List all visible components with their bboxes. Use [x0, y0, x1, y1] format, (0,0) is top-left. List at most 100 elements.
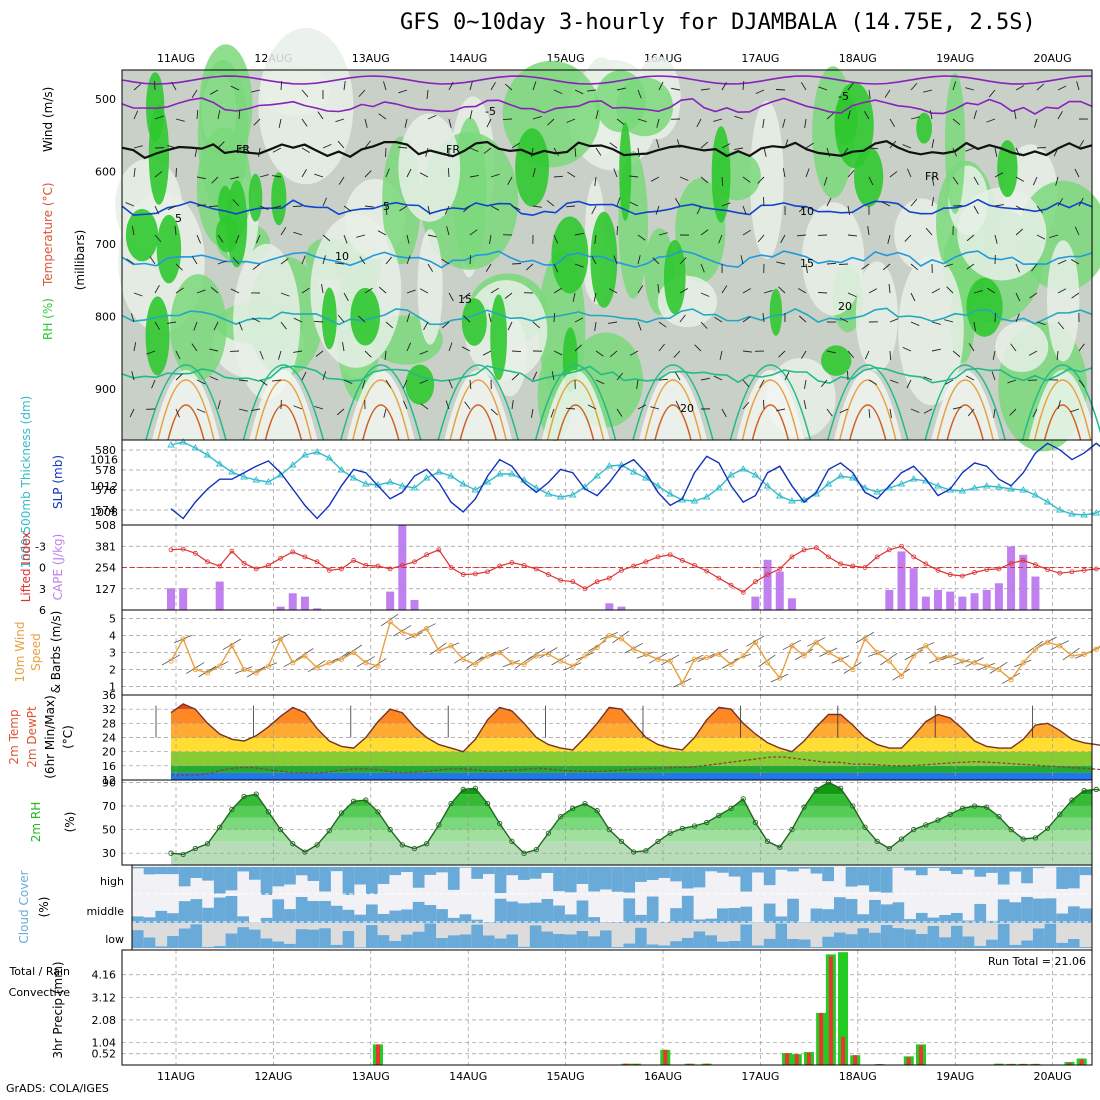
- wind-barb: [847, 205, 851, 215]
- wind-speed-line-point: [837, 656, 844, 662]
- cape-bar: [215, 581, 224, 610]
- date-label-bottom: 11AUG: [157, 1070, 195, 1083]
- wind-barb: [259, 174, 269, 178]
- wind-barb: [847, 350, 855, 359]
- wind-barb: [700, 229, 709, 236]
- cloud-cell: [178, 928, 191, 948]
- wind-barb: [209, 89, 219, 95]
- cloud-cell: [319, 900, 331, 923]
- lifted-index-point: [667, 552, 673, 558]
- isotherm-20: [340, 364, 422, 441]
- cloud-cell: [1044, 898, 1057, 923]
- wind-barb: [259, 350, 264, 360]
- cloud-cell: [412, 867, 425, 888]
- wind-barb: [973, 110, 977, 120]
- wind-barb: [292, 205, 303, 207]
- wind-barb: [700, 88, 710, 91]
- isotherm-line: [121, 365, 1093, 385]
- precip-legend-total: Total / Rain: [8, 965, 70, 978]
- isotherm-25: [546, 379, 605, 441]
- thickness-line-point: [593, 472, 601, 479]
- cloud-cell: [295, 929, 308, 948]
- precip-conv-bar: [841, 1036, 846, 1065]
- cloud-cell-low: [681, 923, 694, 938]
- 2m-rh-line-point: [277, 826, 284, 833]
- wind-barb: [616, 225, 619, 236]
- wind-barb: [700, 292, 710, 297]
- cloud-cell: [810, 946, 823, 948]
- cloud-cell-low: [518, 923, 530, 947]
- cloud-cell: [225, 933, 238, 948]
- cape-bar: [970, 593, 979, 610]
- wind-barb: [383, 81, 387, 91]
- wind-barb: [923, 376, 933, 381]
- lifted-index-point: [850, 563, 856, 569]
- cloud-cell: [670, 908, 682, 923]
- wind-barb: [314, 173, 324, 178]
- wind-barb: [280, 321, 287, 330]
- cloud-cell: [237, 927, 249, 948]
- wind-barb: [196, 289, 206, 294]
- wind-barb: [461, 346, 471, 352]
- wind-barb: [154, 234, 162, 243]
- cloud-cell: [623, 867, 636, 893]
- wind-speed-line-point: [484, 653, 491, 659]
- cloud-cell: [178, 867, 191, 887]
- cape-bar: [994, 583, 1003, 610]
- cloud-cell: [600, 867, 612, 890]
- cape-bar: [1007, 546, 1016, 610]
- thickness-line-point: [167, 441, 175, 448]
- cloud-cell: [892, 928, 905, 948]
- 2m-rh-line-point: [582, 800, 588, 807]
- y-tick: 50: [102, 824, 116, 837]
- wind-speed-line-point: [424, 626, 430, 632]
- lifted-index-point: [387, 566, 393, 572]
- cloud-cell: [705, 935, 717, 948]
- cloud-cell: [728, 940, 741, 948]
- chart-title: GFS 0~10day 3-hourly for DJAMBALA (14.75…: [400, 10, 1036, 35]
- wind-barb: [574, 344, 582, 352]
- thickness-line-point: [386, 478, 394, 485]
- cloud-cell: [798, 867, 811, 869]
- cloud-cell-low: [483, 923, 495, 936]
- cloud-cell-low: [962, 923, 975, 937]
- lifted-index-point: [777, 566, 783, 572]
- wind-barb: [591, 255, 597, 265]
- li-ylabel: Lifted Index: [19, 532, 33, 603]
- 2m-rh-line-point: [570, 805, 576, 811]
- cloud-cell: [951, 912, 963, 923]
- wind-barb: [839, 317, 849, 323]
- wind-barb: [574, 232, 584, 236]
- precip-conv-bar: [1079, 1059, 1084, 1065]
- wind-barb: [251, 408, 261, 412]
- wind-barb: [133, 83, 142, 91]
- cloud-cell: [974, 903, 987, 923]
- wind-barb: [232, 199, 240, 207]
- cloud-cell: [319, 867, 331, 892]
- isotherm-25: [352, 379, 410, 441]
- isotherm-20: [729, 364, 812, 441]
- cloud-cell: [564, 914, 577, 923]
- lifted-index-point: [838, 561, 844, 567]
- lifted-index-point: [728, 582, 734, 588]
- isotherm-line: [121, 140, 1093, 160]
- thickness-line-point: [362, 480, 370, 487]
- rh-high-patch: [966, 277, 1003, 337]
- wind-barb: [1015, 147, 1021, 157]
- 2m-rh-line-point: [752, 819, 759, 826]
- cloud-cell: [459, 867, 472, 868]
- precip-conv-bar: [1009, 1063, 1014, 1065]
- lifted-index-point: [959, 573, 965, 579]
- thickness-line-point: [264, 478, 273, 485]
- wind-barb: [616, 197, 621, 207]
- lifted-index-point: [509, 560, 515, 565]
- wind-barb: [1053, 147, 1059, 157]
- cloud-cell-low: [1079, 923, 1092, 947]
- 2m-rh-line-point: [387, 826, 393, 833]
- wind-barb: [839, 408, 849, 414]
- isotherm-20: [145, 364, 227, 441]
- wind-barb: [587, 89, 597, 92]
- wind-speed-line-point: [350, 649, 357, 656]
- wind-barb: [551, 371, 555, 381]
- cloud-cell: [740, 867, 753, 892]
